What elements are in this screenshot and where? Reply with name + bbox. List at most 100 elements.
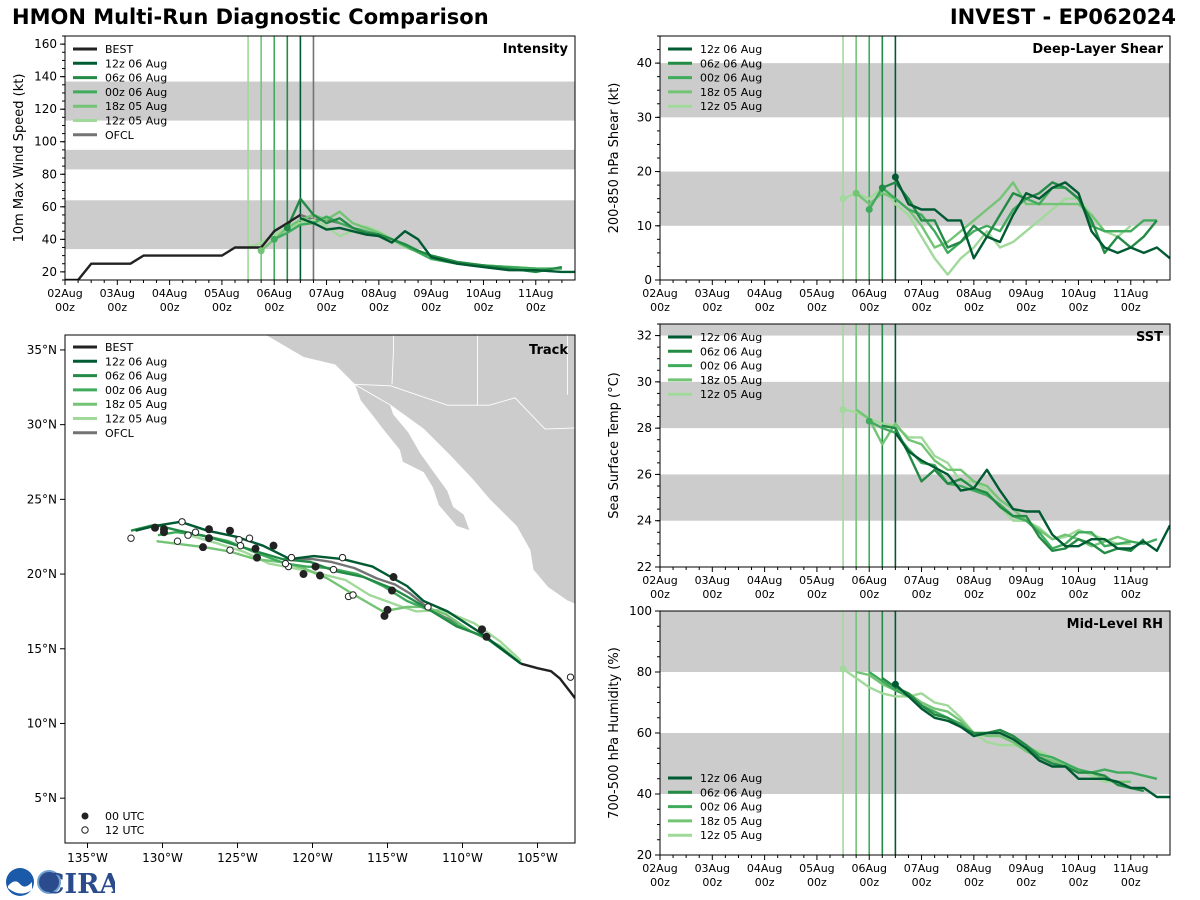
y-tick-label: 22	[637, 560, 652, 574]
y-tick-label: 20	[637, 165, 652, 179]
legend-label: 06z 06 Aug	[700, 57, 762, 70]
y-tick-label: 15°N	[27, 642, 57, 656]
x-tick-label: 130°W	[142, 851, 183, 865]
init-marker	[839, 195, 847, 203]
x-tick-hour-label: 00z	[1016, 876, 1036, 889]
x-tick-hour-label: 00z	[859, 876, 879, 889]
x-tick-day-label: 07Aug	[904, 574, 939, 587]
init-marker	[865, 417, 873, 425]
x-tick-hour-label: 00z	[859, 588, 879, 601]
legend-label: 12z 05 Aug	[105, 413, 167, 426]
y-axis-label: 10m Max Wind Speed (kt)	[12, 74, 27, 243]
panel-rh: 2040608010002Aug00z03Aug00z04Aug00z05Aug…	[607, 604, 1171, 889]
track-point-12utc	[235, 535, 243, 544]
legend-label: 06z 06 Aug	[700, 786, 762, 799]
x-tick-day-label: 09Aug	[1008, 862, 1043, 875]
x-tick-hour-label: 00z	[1121, 301, 1141, 314]
track-point-12utc	[287, 553, 296, 562]
y-tick-label: 35°N	[27, 343, 57, 357]
shaded-band	[660, 63, 1170, 118]
track-point-12utc	[338, 553, 347, 562]
x-tick-hour-label: 00z	[912, 876, 932, 889]
y-tick-label: 160	[34, 37, 57, 51]
track-line	[157, 531, 522, 665]
x-tick-hour-label: 00z	[107, 301, 127, 314]
series-line	[65, 213, 302, 280]
y-tick-label: 32	[637, 329, 652, 343]
page-title: HMON Multi-Run Diagnostic Comparison	[12, 5, 489, 29]
y-tick-label: 20°N	[27, 567, 57, 581]
x-tick-hour-label: 00z	[702, 876, 722, 889]
series-line	[299, 217, 575, 274]
y-axis-label: 200-850 hPa Shear (kt)	[607, 83, 622, 234]
legend-label: 00 UTC	[105, 810, 145, 823]
legend-bg	[69, 397, 179, 412]
y-tick-label: 60	[637, 726, 652, 740]
x-tick-hour-label: 00z	[1069, 876, 1089, 889]
x-tick-day-label: 11Aug	[518, 287, 553, 300]
shaded-band	[65, 200, 575, 250]
y-tick-label: 40	[637, 787, 652, 801]
legend-label: 00z 06 Aug	[700, 72, 762, 85]
series-line	[882, 424, 1145, 555]
panel-title: Track	[529, 343, 568, 358]
x-tick-hour-label: 00z	[755, 876, 775, 889]
x-tick-day-label: 04Aug	[152, 287, 187, 300]
init-marker	[283, 224, 291, 232]
legend-label: 00z 06 Aug	[700, 360, 762, 373]
x-tick-hour-label: 00z	[650, 588, 670, 601]
legend-label: 12 UTC	[105, 824, 145, 837]
x-tick-day-label: 07Aug	[904, 287, 939, 300]
x-tick-day-label: 09Aug	[1008, 287, 1043, 300]
legend-label: 12z 06 Aug	[700, 331, 762, 344]
y-tick-label: 30	[637, 110, 652, 124]
track-point-12utc	[424, 603, 432, 611]
legend-label: 18z 05 Aug	[105, 100, 167, 113]
logos: CIRA	[6, 868, 115, 898]
x-tick-day-label: 09Aug	[1008, 574, 1043, 587]
x-tick-hour-label: 00z	[160, 301, 180, 314]
x-tick-hour-label: 00z	[317, 301, 337, 314]
x-tick-label: 120°W	[292, 851, 333, 865]
x-tick-label: 125°W	[217, 851, 258, 865]
x-tick-label: 115°W	[367, 851, 408, 865]
x-tick-hour-label: 00z	[964, 301, 984, 314]
y-tick-label: 100	[629, 604, 652, 618]
track-line	[156, 540, 522, 665]
legend-bg	[69, 425, 179, 440]
x-tick-day-label: 02Aug	[642, 574, 677, 587]
init-marker	[865, 206, 873, 214]
political-border	[354, 383, 575, 430]
y-tick-label: 10°N	[27, 716, 57, 730]
legend-label: BEST	[105, 341, 133, 354]
x-tick-hour-label: 00z	[807, 876, 827, 889]
track-point-12utc	[173, 537, 182, 545]
panel-title: Deep-Layer Shear	[1032, 42, 1163, 57]
shaded-band	[660, 611, 1170, 672]
x-tick-day-label: 05Aug	[204, 287, 239, 300]
legend-bg	[69, 411, 179, 426]
series-line	[881, 181, 1158, 255]
x-tick-day-label: 03Aug	[695, 287, 730, 300]
x-tick-hour-label: 00z	[859, 301, 879, 314]
plot-area-rh	[660, 611, 1170, 855]
track-point-00utc	[478, 625, 486, 634]
series-line	[894, 432, 1170, 552]
track-point-00utc	[316, 571, 324, 580]
y-tick-label: 0	[644, 273, 652, 287]
x-tick-day-label: 06Aug	[851, 862, 886, 875]
track-point-00utc	[226, 526, 234, 535]
track-point-12utc	[245, 534, 254, 542]
legend-label: 12z 05 Aug	[105, 115, 167, 128]
legend-label: 18z 05 Aug	[105, 398, 167, 411]
panel-title: SST	[1136, 330, 1163, 345]
x-tick-day-label: 03Aug	[695, 574, 730, 587]
track-point-12utc	[127, 534, 135, 542]
track-point-00utc	[269, 541, 278, 550]
x-tick-day-label: 10Aug	[1061, 574, 1096, 587]
cira-logo-globe-icon	[37, 870, 61, 894]
x-tick-hour-label: 00z	[702, 301, 722, 314]
x-tick-hour-label: 00z	[807, 301, 827, 314]
track-point-00utc	[380, 611, 389, 620]
plot-area-shear	[660, 36, 1170, 280]
